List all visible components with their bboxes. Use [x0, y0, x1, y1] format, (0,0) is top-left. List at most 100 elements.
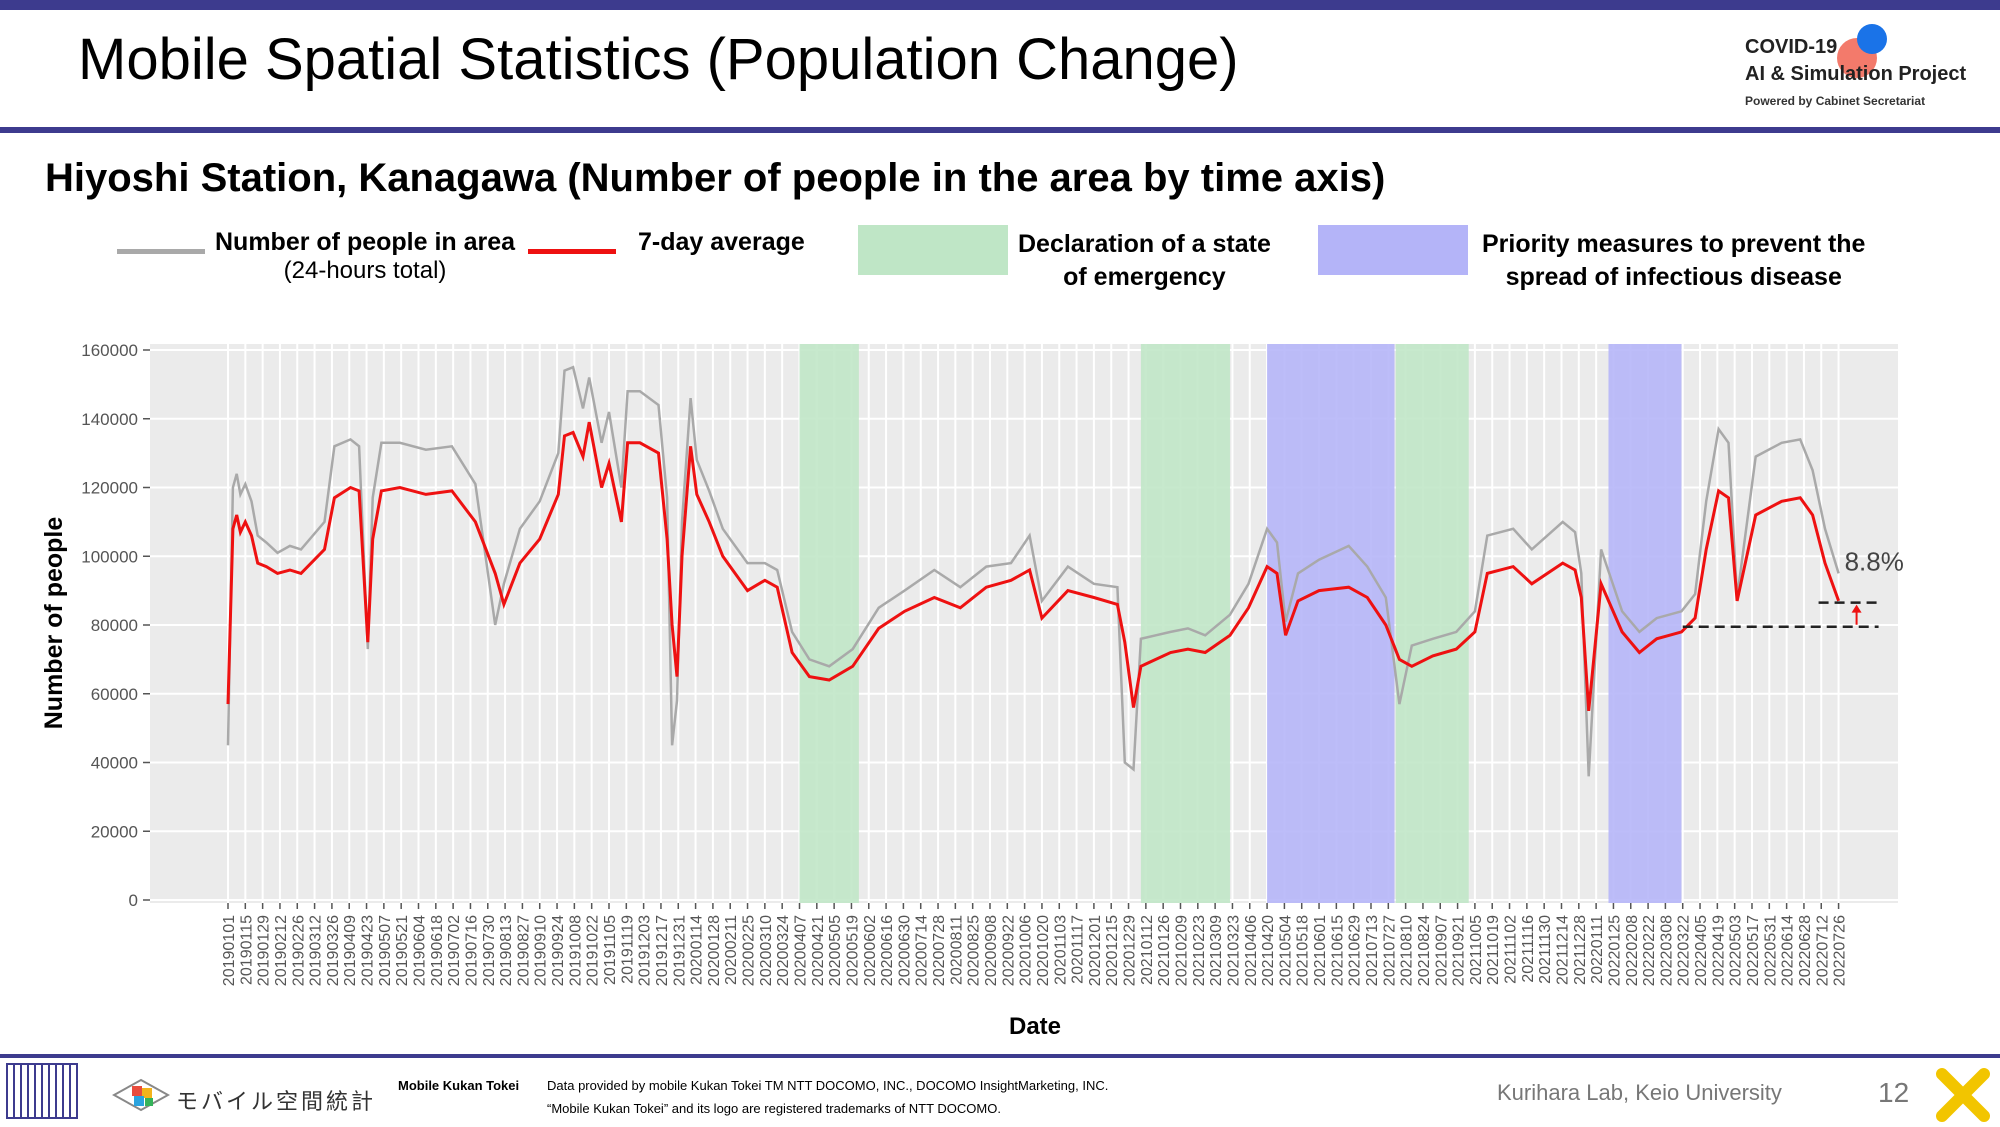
y-tick-label: 20000 — [91, 822, 138, 841]
x-tick-label: 20200519 — [844, 915, 861, 986]
x-tick-label: 20190924 — [550, 915, 567, 986]
university-logo-icon — [6, 1063, 78, 1119]
legend-priority-line-1: Priority measures to prevent the — [1482, 230, 1866, 258]
x-tick-label: 20210601 — [1312, 915, 1329, 986]
priority-period — [1267, 344, 1395, 903]
x-tick-label: 20191119 — [619, 915, 636, 984]
x-tick-label: 20210223 — [1191, 915, 1208, 986]
emergency-period — [799, 344, 859, 903]
x-tick-label: 20220419 — [1710, 915, 1727, 986]
x-tick-label: 20190101 — [221, 915, 238, 986]
x-tick-label: 20200211 — [723, 915, 740, 985]
slide-title: Mobile Spatial Statistics (Population Ch… — [78, 27, 1239, 92]
footer-lab: Kurihara Lab, Keio University — [1497, 1080, 1782, 1105]
emergency-period — [1395, 344, 1469, 903]
logo-line-1: COVID-19 — [1745, 36, 1838, 58]
x-tick-label: 20211019 — [1485, 915, 1502, 985]
x-tick-label: 20200324 — [775, 915, 792, 986]
x-tick-label: 20191217 — [654, 915, 671, 986]
x-tick-label: 20200728 — [931, 915, 948, 986]
x-tick-label: 20200825 — [966, 915, 983, 986]
legend-swatch-priority — [1318, 225, 1468, 275]
x-tick-label: 20191231 — [671, 915, 688, 986]
logo-line-2: AI & Simulation Project — [1745, 63, 1967, 85]
x-tick-label: 20190115 — [238, 915, 255, 985]
x-tick-label: 20200310 — [758, 915, 775, 986]
y-tick-label: 80000 — [91, 616, 138, 635]
x-tick-label: 20190702 — [446, 915, 463, 986]
y-tick-label: 100000 — [81, 547, 138, 566]
x-tick-label: 20201117 — [1070, 915, 1087, 984]
legend-swatch-average — [528, 249, 616, 254]
y-axis-title: Number of people — [40, 517, 68, 730]
emergency-period — [1140, 344, 1230, 903]
x-logo-icon — [1936, 1068, 1990, 1122]
y-tick-label: 120000 — [81, 479, 138, 498]
x-tick-label: 20220111 — [1589, 915, 1606, 984]
x-tick-label: 20191022 — [585, 915, 602, 986]
legend-daily-title: Number of people in area — [215, 228, 516, 256]
x-tick-label: 20190409 — [342, 915, 359, 986]
x-tick-label: 20200811 — [948, 915, 965, 985]
x-tick-label: 20210907 — [1433, 915, 1450, 986]
y-tick-label: 140000 — [81, 410, 138, 429]
x-tick-label: 20201201 — [1087, 915, 1104, 986]
x-tick-label: 20200630 — [896, 915, 913, 986]
chart-title: Hiyoshi Station, Kanagawa (Number of peo… — [45, 156, 1386, 200]
title-divider — [0, 127, 2000, 133]
increase-annotation: 8.8% — [1845, 547, 1904, 577]
x-tick-label: 20220308 — [1658, 915, 1675, 986]
y-tick-label: 160000 — [81, 341, 138, 360]
footer-divider — [0, 1054, 2000, 1058]
x-tick-label: 20211214 — [1554, 915, 1571, 985]
population-chart: 0 20000 40000 60000 80000 100000 120000 140000 1… — [40, 341, 1904, 1040]
x-tick-label: 20190716 — [463, 915, 480, 986]
x-axis-title: Date — [1009, 1013, 1061, 1040]
priority-period — [1608, 344, 1682, 903]
x-tick-label: 20200421 — [810, 915, 827, 986]
x-tick-label: 20190813 — [498, 915, 515, 986]
x-tick-label: 20220614 — [1780, 915, 1797, 986]
x-tick-label: 20191008 — [567, 915, 584, 986]
legend-priority-line-2: spread of infectious disease — [1505, 263, 1842, 291]
top-bar — [0, 0, 2000, 10]
x-tick-label: 20210810 — [1399, 915, 1416, 986]
x-tick-label: 20220531 — [1762, 915, 1779, 986]
x-tick-label: 20210921 — [1451, 915, 1468, 986]
y-tick-label: 0 — [129, 891, 138, 910]
x-tick-label: 20220726 — [1832, 915, 1849, 986]
x-tick-label: 20200407 — [792, 915, 809, 986]
legend-swatch-daily — [117, 249, 205, 254]
x-tick-label: 20200714 — [914, 915, 931, 986]
x-tick-label: 20210727 — [1381, 915, 1398, 986]
y-tick-label: 40000 — [91, 754, 138, 773]
x-tick-label: 20210309 — [1208, 915, 1225, 986]
x-tick-label: 20210713 — [1364, 915, 1381, 986]
x-tick-label: 20211102 — [1503, 915, 1520, 984]
x-tick-label: 20200128 — [706, 915, 723, 986]
x-tick-label: 20220628 — [1797, 915, 1814, 986]
legend-label-average: 7-day average — [638, 228, 805, 256]
x-tick-label: 20211116 — [1520, 915, 1537, 983]
logo-blue-dot — [1857, 24, 1887, 54]
project-logo: COVID-19 AI & Simulation Project Powered… — [1745, 24, 1985, 118]
x-tick-label: 20210615 — [1329, 915, 1346, 986]
x-tick-label: 20200908 — [983, 915, 1000, 986]
x-tick-label: 20190129 — [256, 915, 273, 986]
x-tick-label: 20200602 — [862, 915, 879, 986]
footer-credit-2: “Mobile Kukan Tokei” and its logo are re… — [547, 1101, 1001, 1116]
legend-label-priority: Priority measures to prevent the spread … — [1482, 230, 1865, 292]
footer-brand-en: Mobile Kukan Tokei — [398, 1078, 520, 1093]
x-tick-label: 20190730 — [481, 915, 498, 986]
x-tick-label: 20210504 — [1277, 915, 1294, 986]
x-tick-label: 20220222 — [1641, 915, 1658, 986]
x-tick-label: 20200616 — [879, 915, 896, 986]
footer-credit-1: Data provided by mobile Kukan Tokei TM N… — [547, 1078, 1109, 1093]
x-tick-label: 20210629 — [1347, 915, 1364, 986]
x-tick-label: 20201006 — [1018, 915, 1035, 986]
y-tick-label: 60000 — [91, 685, 138, 704]
x-tick-label: 20190423 — [360, 915, 377, 986]
x-tick-label: 20201020 — [1035, 915, 1052, 986]
kukan-tokei-logo-icon — [111, 1078, 171, 1112]
legend-label-daily: Number of people in area (24-hours total… — [215, 228, 515, 285]
